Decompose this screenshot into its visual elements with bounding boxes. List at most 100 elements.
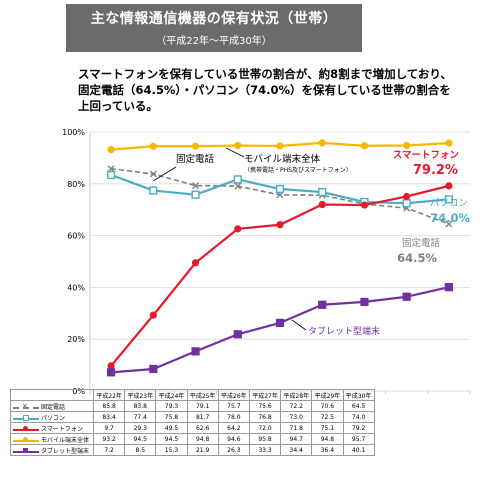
cell: 21.9 (186, 444, 219, 456)
cell: 94.5 (155, 433, 188, 445)
data-point (192, 182, 200, 190)
data-point (149, 142, 157, 150)
data-point (233, 175, 242, 184)
data-point (445, 182, 453, 190)
cell: 79.1 (186, 400, 219, 412)
cell: 40.1 (342, 444, 375, 456)
cell: 64.2 (217, 422, 250, 434)
data-point (233, 330, 242, 339)
title-banner: 主な情報通信機器の保有状況（世帯） （平成22年～平成30年） (66, 4, 362, 52)
table-corner (10, 389, 94, 401)
leader-tablet (291, 319, 307, 331)
cell: 79.2 (342, 422, 375, 434)
cell: 83.4 (92, 411, 126, 423)
cell: 49.5 (155, 422, 188, 434)
data-point (445, 220, 453, 228)
label-pc: パソコン (430, 198, 468, 209)
data-point (191, 190, 200, 199)
row-label: タブレット型端末 (10, 444, 94, 456)
cell: 95.7 (342, 433, 375, 445)
row-label: スマートフォン (10, 422, 94, 434)
data-point (318, 200, 326, 209)
cell: 9.7 (92, 422, 126, 434)
label-smartphone-value: 79.2% (413, 163, 458, 178)
legend-swatch-tablet (13, 447, 39, 455)
table-row-fixed-phone: × 固定電話 85.8 83.8 79.3 79.1 75.7 75.6 72.2… (10, 400, 375, 412)
cell: 33.3 (248, 444, 282, 456)
y-tick-label: 80% (67, 180, 85, 189)
col-header: 平成30年 (342, 389, 375, 401)
cell: 81.7 (186, 411, 219, 423)
col-header: 平成28年 (280, 389, 313, 401)
data-table: 平成22年 平成23年 平成24年 平成25年 平成26年 平成27年 平成28… (10, 389, 375, 456)
chart-subtitle: （平成22年～平成30年） (156, 36, 272, 47)
legend-swatch-fixed-phone: × (13, 402, 39, 411)
col-header: 平成22年 (92, 389, 126, 401)
series-line (111, 286, 450, 374)
cell: 75.6 (248, 400, 282, 412)
label-fixed-phone-value: 64.5% (397, 251, 437, 265)
cell: 75.8 (155, 411, 188, 423)
cell: 72.0 (248, 422, 282, 434)
cell: 75.1 (311, 422, 344, 434)
leader-fixed-phone (152, 166, 177, 182)
annotations: 固定電話 モバイル端末全体 （携帯電話・PHS及びスマートフォン） スマートフォ… (152, 147, 470, 337)
row-label: モバイル端末全体 (10, 433, 94, 445)
cell: 83.8 (124, 400, 157, 412)
cell: 85.8 (92, 400, 126, 412)
table-row-mobile-all: モバイル端末全体 93.2 94.5 94.5 94.8 94.6 95.8 9… (10, 433, 375, 445)
data-point (318, 300, 327, 309)
data-point (402, 199, 411, 208)
cell: 77.4 (124, 411, 157, 423)
data-point (191, 347, 200, 356)
label-tablet: タブレット型端末 (308, 325, 380, 337)
data-point (444, 283, 453, 292)
data-point (275, 318, 285, 327)
data-point (318, 139, 326, 147)
y-tick-label: 40% (67, 283, 85, 292)
cell: 29.3 (124, 422, 157, 434)
legend-swatch-pc (13, 414, 39, 422)
cell: 75.7 (217, 400, 250, 412)
cell: 7.2 (92, 444, 126, 456)
cell: 73.0 (280, 411, 313, 423)
data-point (149, 364, 158, 374)
cell: 94.7 (280, 433, 313, 445)
data-point (360, 201, 369, 209)
data-point (149, 170, 157, 178)
cell: 8.5 (124, 444, 157, 456)
cell: 78.0 (217, 411, 250, 423)
table-row-smartphone: スマートフォン 9.7 29.3 49.5 62.6 64.2 72.0 71.… (10, 422, 375, 434)
cell: 72.2 (280, 400, 313, 412)
data-point (149, 311, 157, 319)
label-fixed-phone: 固定電話 (176, 153, 215, 165)
legend-swatch-smartphone (13, 425, 39, 433)
cell: 94.8 (311, 433, 344, 445)
data-point (149, 186, 158, 195)
table-row-pc: パソコン 83.4 77.4 75.8 81.7 78.0 76.8 73.0 … (10, 411, 375, 423)
cell: 71.8 (280, 422, 313, 434)
cell: 64.5 (342, 400, 375, 412)
description-line-3: 上回っている。 (78, 99, 158, 113)
series-line (111, 167, 450, 225)
cell: 94.8 (186, 433, 219, 445)
data-point (275, 184, 285, 194)
label-mobile-note: （携帯電話・PHS及びスマートフォン） (244, 166, 352, 174)
cell: 93.2 (92, 433, 126, 445)
data-point (318, 187, 327, 197)
cell: 74.0 (342, 411, 375, 423)
data-point (191, 259, 200, 267)
data-point (234, 141, 242, 150)
description: スマートフォンを保有している世帯の割合が、約8割まで増加しており、 固定電話（6… (78, 66, 458, 114)
col-header: 平成27年 (248, 389, 282, 401)
leader-mobile-all (225, 147, 245, 158)
table-row-tablet: タブレット型端末 7.2 8.5 15.3 21.9 26.3 33.3 34.… (10, 444, 375, 456)
data-point (107, 165, 115, 173)
y-tick-label: 20% (67, 335, 85, 344)
data-point (107, 170, 116, 180)
description-line-1: スマートフォンを保有している世帯の割合が、約8割まで増加しており、 (78, 67, 452, 81)
cell: 94.5 (124, 433, 157, 445)
cell: 79.3 (155, 400, 188, 412)
y-tick-label: 100% (62, 128, 85, 137)
